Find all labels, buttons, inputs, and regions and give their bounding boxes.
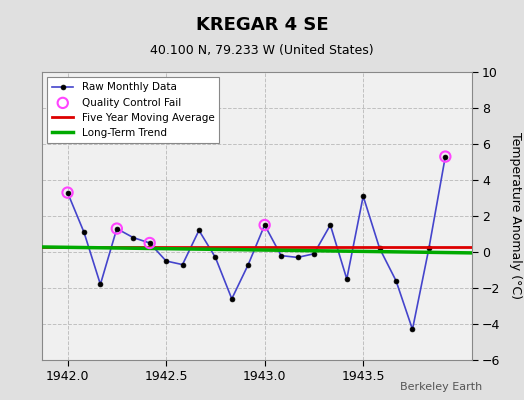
Y-axis label: Temperature Anomaly (°C): Temperature Anomaly (°C) — [509, 132, 522, 300]
Raw Monthly Data — [196, 228, 202, 233]
Raw Monthly Data — [311, 252, 317, 256]
Quality Control Fail — [260, 222, 269, 228]
Raw Monthly Data — [81, 230, 87, 234]
Raw Monthly Data — [245, 262, 252, 267]
Legend: Raw Monthly Data, Quality Control Fail, Five Year Moving Average, Long-Term Tren: Raw Monthly Data, Quality Control Fail, … — [47, 77, 220, 143]
Raw Monthly Data — [212, 255, 219, 260]
Raw Monthly Data — [228, 296, 235, 301]
Raw Monthly Data — [327, 222, 333, 227]
Raw Monthly Data — [130, 235, 136, 240]
Quality Control Fail — [63, 189, 72, 196]
Quality Control Fail — [146, 240, 154, 246]
Raw Monthly Data — [114, 226, 120, 231]
Text: 40.100 N, 79.233 W (United States): 40.100 N, 79.233 W (United States) — [150, 44, 374, 57]
Raw Monthly Data — [261, 222, 268, 227]
Raw Monthly Data — [360, 194, 366, 198]
Text: KREGAR 4 SE: KREGAR 4 SE — [195, 16, 329, 34]
Raw Monthly Data — [278, 253, 284, 258]
Raw Monthly Data — [294, 255, 301, 260]
Raw Monthly Data — [442, 154, 449, 159]
Raw Monthly Data — [179, 262, 185, 267]
Raw Monthly Data — [344, 277, 350, 282]
Raw Monthly Data — [393, 278, 399, 283]
Raw Monthly Data — [409, 327, 416, 332]
Quality Control Fail — [441, 154, 450, 160]
Raw Monthly Data — [425, 246, 432, 251]
Raw Monthly Data — [376, 246, 383, 251]
Raw Monthly Data — [163, 258, 169, 263]
Raw Monthly Data — [147, 240, 153, 245]
Line: Raw Monthly Data: Raw Monthly Data — [65, 154, 447, 332]
Text: Berkeley Earth: Berkeley Earth — [400, 382, 482, 392]
Raw Monthly Data — [97, 282, 104, 287]
Raw Monthly Data — [64, 190, 71, 195]
Quality Control Fail — [113, 225, 121, 232]
